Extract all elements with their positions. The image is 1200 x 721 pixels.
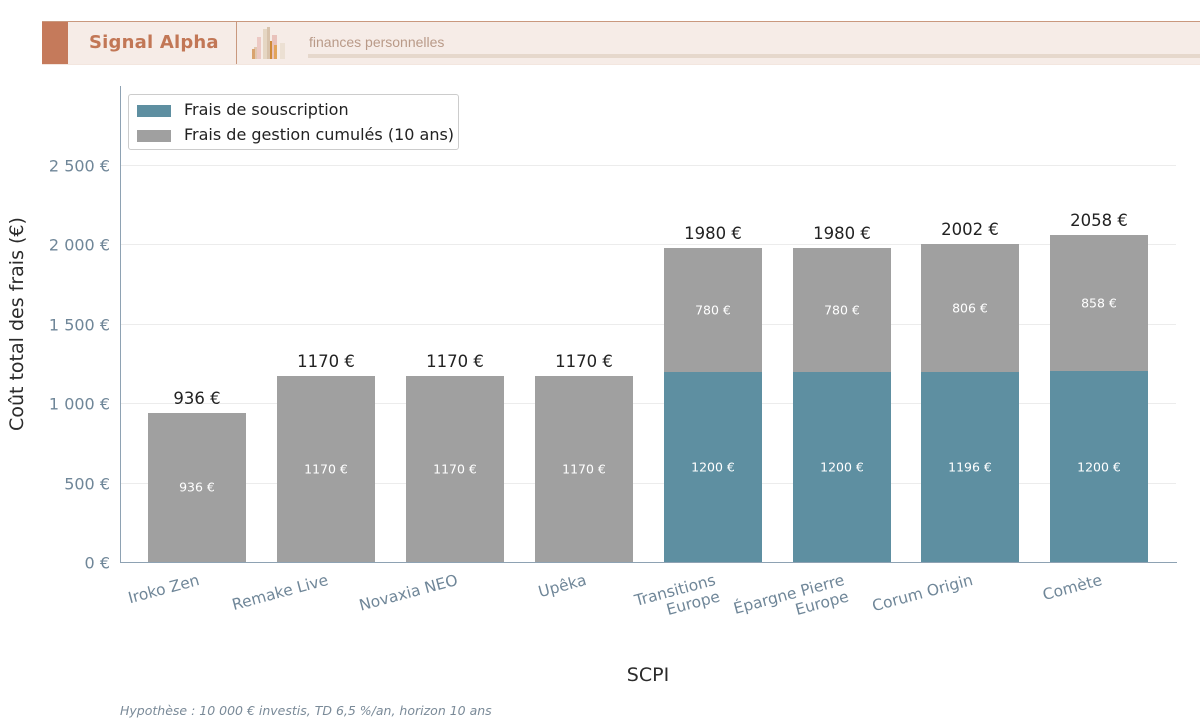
segment-value-label: 1200 € [1077, 459, 1121, 475]
y-tick-label: 2 500 € [48, 156, 110, 176]
header-banner: Signal Alpha finances personnelles [42, 21, 1200, 65]
banner-accent-block [42, 22, 68, 64]
bar-group[interactable]: 1200 € 780 € [664, 248, 762, 562]
segment-value-label: 1200 € [691, 459, 735, 475]
banner-divider [236, 22, 237, 65]
y-tick-label: 2 000 € [48, 235, 110, 255]
bar-total-label: 1980 € [813, 224, 871, 243]
bar-segment-gestion[interactable] [406, 376, 504, 562]
y-tick-label: 0 € [84, 553, 110, 573]
gridline [121, 403, 1176, 404]
y-axis-label: Coût total des frais (€) [6, 217, 28, 431]
bar-segment-gestion[interactable] [793, 248, 891, 372]
segment-value-label: 936 € [179, 479, 215, 495]
bar-segment-gestion[interactable] [921, 244, 1019, 372]
chart-footnote: Hypothèse : 10 000 € investis, TD 6,5 %/… [120, 703, 492, 718]
bar-group[interactable]: 1170 € [535, 376, 633, 562]
y-tick-label: 1 500 € [48, 315, 110, 335]
gridline [121, 324, 1176, 325]
bar-segment-souscription[interactable] [1050, 371, 1148, 562]
brand-name[interactable]: Signal Alpha [89, 32, 219, 53]
bar-group[interactable]: 1170 € [277, 376, 375, 562]
gridline [121, 165, 1176, 166]
x-tick-label: Iroko Zen [126, 571, 202, 608]
x-tick-label: Upêka [536, 571, 589, 602]
y-tick-label: 1 000 € [48, 394, 110, 414]
x-tick-label-line: Novaxia NEO [356, 571, 460, 615]
bar-segment-gestion[interactable] [1050, 235, 1148, 371]
legend-swatch-gestion [137, 130, 171, 142]
x-tick-label-line: Iroko Zen [126, 571, 202, 608]
bar-chart-logo-icon [252, 27, 285, 59]
bar-total-label: 2002 € [941, 220, 999, 239]
bar-segment-souscription[interactable] [793, 371, 891, 562]
segment-value-label: 1170 € [304, 461, 348, 477]
legend-swatch-souscription [137, 105, 171, 117]
bar-segment-gestion[interactable] [535, 376, 633, 562]
bar-segment-souscription[interactable] [664, 371, 762, 562]
legend-label: Frais de souscription [184, 100, 349, 119]
x-tick-label: Novaxia NEO [356, 571, 460, 615]
x-axis-line [120, 562, 1177, 563]
bar-total-label: 1170 € [555, 352, 613, 371]
bar-segment-gestion[interactable] [277, 376, 375, 562]
segment-value-label: 780 € [695, 302, 731, 318]
segment-value-label: 858 € [1081, 295, 1117, 311]
bar-total-label: 1170 € [426, 352, 484, 371]
y-tick-label: 500 € [64, 474, 110, 494]
y-axis-line [120, 86, 121, 563]
x-tick-label-line: Corum Origin [870, 571, 975, 616]
x-axis-label: SCPI [626, 664, 670, 686]
tagline: finances personnelles [309, 34, 445, 50]
bar-segment-souscription[interactable] [921, 372, 1019, 562]
x-tick-label: Remake Live [230, 571, 331, 614]
x-tick-label-line: Upêka [536, 571, 589, 602]
gridline [121, 244, 1176, 245]
bar-group[interactable]: 936 € [148, 413, 246, 562]
bar-total-label: 936 € [173, 389, 221, 408]
x-tick-label: Épargne Pierre Europe [731, 571, 850, 634]
bar-segment-gestion[interactable] [664, 248, 762, 372]
segment-value-label: 780 € [824, 302, 860, 318]
bar-group[interactable]: 1170 € [406, 376, 504, 562]
gridline [121, 483, 1176, 484]
bar-total-label: 1980 € [684, 224, 742, 243]
segment-value-label: 1196 € [948, 459, 992, 475]
bar-segment-gestion[interactable] [148, 413, 246, 562]
x-tick-label: Comète [1040, 571, 1104, 605]
segment-value-label: 1200 € [820, 459, 864, 475]
bar-total-label: 1170 € [297, 352, 355, 371]
bar-group[interactable]: 1196 € 806 € [921, 244, 1019, 562]
segment-value-label: 806 € [952, 300, 988, 316]
x-tick-label: Corum Origin [870, 571, 975, 616]
bar-total-label: 2058 € [1070, 211, 1128, 230]
chart-legend: Frais de souscription Frais de gestion c… [128, 94, 459, 150]
x-tick-label-line: Remake Live [230, 571, 331, 614]
bar-group[interactable]: 1200 € 858 € [1050, 235, 1148, 562]
bar-group[interactable]: 1200 € 780 € [793, 248, 891, 562]
segment-value-label: 1170 € [433, 461, 477, 477]
segment-value-label: 1170 € [562, 461, 606, 477]
tagline-rule [308, 54, 1200, 58]
legend-label: Frais de gestion cumulés (10 ans) [184, 125, 455, 144]
x-tick-label-line: Comète [1040, 571, 1104, 605]
x-tick-label: Transitions Europe [632, 571, 721, 626]
banner-underline [42, 64, 1200, 65]
